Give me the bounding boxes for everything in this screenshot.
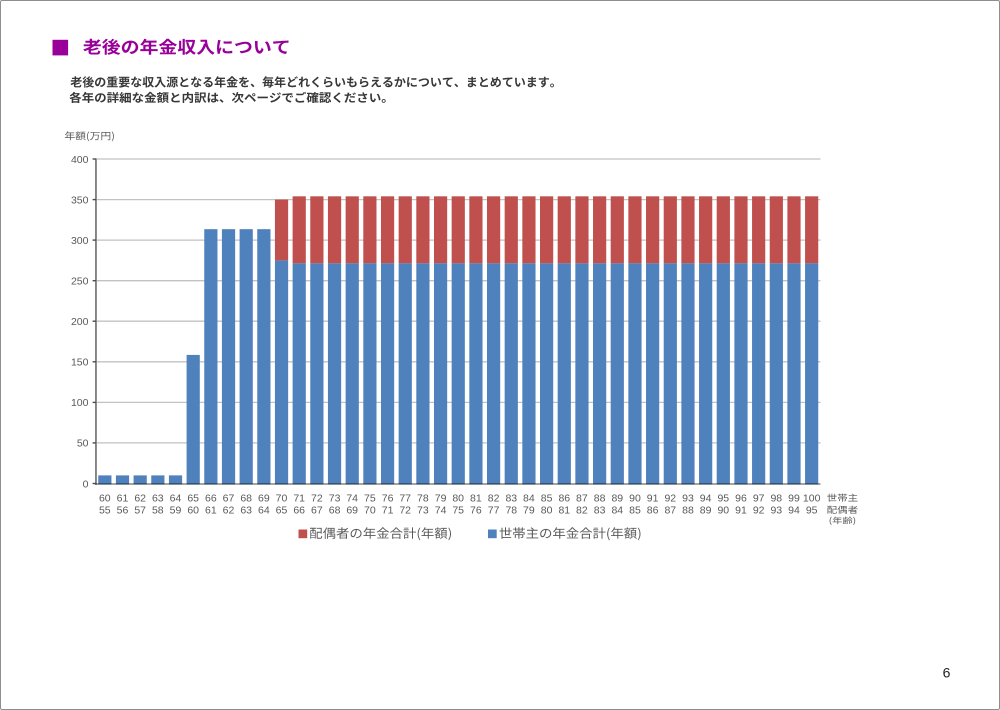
svg-text:300: 300 bbox=[71, 235, 89, 247]
svg-text:62: 62 bbox=[223, 504, 235, 516]
svg-text:70: 70 bbox=[364, 504, 376, 516]
svg-text:100: 100 bbox=[803, 493, 821, 505]
svg-text:69: 69 bbox=[258, 493, 270, 505]
svg-text:0: 0 bbox=[83, 478, 89, 490]
svg-text:97: 97 bbox=[753, 493, 765, 505]
svg-text:76: 76 bbox=[382, 493, 394, 505]
svg-text:250: 250 bbox=[71, 276, 89, 288]
svg-text:60: 60 bbox=[187, 504, 199, 516]
svg-text:84: 84 bbox=[523, 493, 535, 505]
svg-text:86: 86 bbox=[647, 504, 659, 516]
svg-text:150: 150 bbox=[71, 357, 89, 369]
svg-text:62: 62 bbox=[134, 493, 146, 505]
svg-text:81: 81 bbox=[558, 504, 570, 516]
svg-text:86: 86 bbox=[558, 493, 570, 505]
svg-text:200: 200 bbox=[71, 316, 89, 328]
svg-text:65: 65 bbox=[187, 493, 199, 505]
svg-text:77: 77 bbox=[488, 504, 500, 516]
svg-text:93: 93 bbox=[770, 504, 782, 516]
svg-text:100: 100 bbox=[71, 397, 89, 409]
svg-text:400: 400 bbox=[71, 154, 89, 166]
svg-text:68: 68 bbox=[240, 493, 252, 505]
svg-text:87: 87 bbox=[576, 493, 588, 505]
svg-text:78: 78 bbox=[417, 493, 429, 505]
svg-text:95: 95 bbox=[717, 493, 729, 505]
svg-text:63: 63 bbox=[240, 504, 252, 516]
svg-text:6: 6 bbox=[943, 665, 951, 681]
svg-text:70: 70 bbox=[276, 493, 288, 505]
svg-text:56: 56 bbox=[117, 504, 129, 516]
svg-text:68: 68 bbox=[329, 504, 341, 516]
svg-text:64: 64 bbox=[258, 504, 270, 516]
svg-text:61: 61 bbox=[205, 504, 217, 516]
svg-text:61: 61 bbox=[117, 493, 129, 505]
svg-text:88: 88 bbox=[594, 493, 606, 505]
svg-text:90: 90 bbox=[717, 504, 729, 516]
svg-text:350: 350 bbox=[71, 194, 89, 206]
svg-text:67: 67 bbox=[311, 504, 323, 516]
svg-text:71: 71 bbox=[293, 493, 305, 505]
svg-text:75: 75 bbox=[452, 504, 464, 516]
svg-text:59: 59 bbox=[170, 504, 182, 516]
svg-text:50: 50 bbox=[77, 438, 89, 450]
svg-text:71: 71 bbox=[382, 504, 394, 516]
svg-text:92: 92 bbox=[664, 493, 676, 505]
svg-text:90: 90 bbox=[629, 493, 641, 505]
svg-text:66: 66 bbox=[205, 493, 217, 505]
svg-text:92: 92 bbox=[753, 504, 765, 516]
svg-text:94: 94 bbox=[700, 493, 712, 505]
svg-text:66: 66 bbox=[293, 504, 305, 516]
svg-text:80: 80 bbox=[452, 493, 464, 505]
svg-text:81: 81 bbox=[470, 493, 482, 505]
svg-text:82: 82 bbox=[488, 493, 500, 505]
svg-text:69: 69 bbox=[346, 504, 358, 516]
svg-text:82: 82 bbox=[576, 504, 588, 516]
svg-text:94: 94 bbox=[788, 504, 800, 516]
svg-text:75: 75 bbox=[364, 493, 376, 505]
svg-text:73: 73 bbox=[417, 504, 429, 516]
svg-text:78: 78 bbox=[505, 504, 517, 516]
svg-text:95: 95 bbox=[806, 504, 818, 516]
svg-text:57: 57 bbox=[134, 504, 146, 516]
svg-text:79: 79 bbox=[435, 493, 447, 505]
svg-text:74: 74 bbox=[346, 493, 358, 505]
svg-text:58: 58 bbox=[152, 504, 164, 516]
svg-text:87: 87 bbox=[664, 504, 676, 516]
svg-text:79: 79 bbox=[523, 504, 535, 516]
svg-text:63: 63 bbox=[152, 493, 164, 505]
svg-text:89: 89 bbox=[611, 493, 623, 505]
svg-text:73: 73 bbox=[329, 493, 341, 505]
svg-text:91: 91 bbox=[647, 493, 659, 505]
svg-text:80: 80 bbox=[541, 504, 553, 516]
svg-text:74: 74 bbox=[435, 504, 447, 516]
svg-text:85: 85 bbox=[629, 504, 641, 516]
svg-text:64: 64 bbox=[170, 493, 182, 505]
svg-text:93: 93 bbox=[682, 493, 694, 505]
svg-text:83: 83 bbox=[505, 493, 517, 505]
svg-text:55: 55 bbox=[99, 504, 111, 516]
svg-text:98: 98 bbox=[770, 493, 782, 505]
svg-text:88: 88 bbox=[682, 504, 694, 516]
svg-text:91: 91 bbox=[735, 504, 747, 516]
svg-text:83: 83 bbox=[594, 504, 606, 516]
svg-text:77: 77 bbox=[399, 493, 411, 505]
svg-text:99: 99 bbox=[788, 493, 800, 505]
svg-text:76: 76 bbox=[470, 504, 482, 516]
svg-text:96: 96 bbox=[735, 493, 747, 505]
svg-text:84: 84 bbox=[611, 504, 623, 516]
svg-text:65: 65 bbox=[276, 504, 288, 516]
svg-text:60: 60 bbox=[99, 493, 111, 505]
svg-text:67: 67 bbox=[223, 493, 235, 505]
svg-text:72: 72 bbox=[399, 504, 411, 516]
svg-text:72: 72 bbox=[311, 493, 323, 505]
svg-text:85: 85 bbox=[541, 493, 553, 505]
svg-text:89: 89 bbox=[700, 504, 712, 516]
